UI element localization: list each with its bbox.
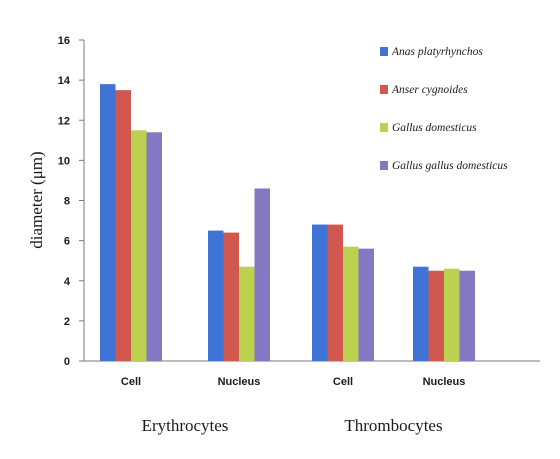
bar xyxy=(223,232,239,361)
x-tick-label: Cell xyxy=(333,376,353,388)
y-tick-label: 14 xyxy=(58,75,71,87)
legend: Anas platyrhynchos Anser cygnoides Gallus … xyxy=(380,46,508,172)
x-tick-label: Nucleus xyxy=(423,376,466,388)
bar xyxy=(115,90,131,361)
legend-swatch xyxy=(380,47,388,56)
y-tick-label: 4 xyxy=(64,276,71,288)
y-tick-label: 6 xyxy=(64,236,70,248)
y-axis-title: diameter (μm) xyxy=(27,151,46,248)
x-tick-label: Cell xyxy=(121,376,141,388)
bar xyxy=(146,132,162,361)
bar xyxy=(444,268,460,361)
legend-swatch xyxy=(380,85,388,94)
bar xyxy=(358,248,374,361)
legend-label: Gallus gallus domesticus xyxy=(392,160,508,172)
bar xyxy=(312,224,328,361)
bar xyxy=(413,266,429,361)
bars xyxy=(100,84,475,361)
x-tick-label: Nucleus xyxy=(218,376,261,388)
bar xyxy=(343,246,359,361)
legend-swatch xyxy=(380,161,388,170)
legend-label: Anser cygnoides xyxy=(391,84,468,96)
bar xyxy=(208,230,224,361)
legend-label: Anas platyrhynchos xyxy=(391,46,483,58)
bar xyxy=(327,224,343,361)
y-tick-label: 12 xyxy=(58,115,70,127)
labels: 0 2 4 6 8 10 12 14 16 diameter (μm) Cell Nucleus Cel… xyxy=(27,35,465,435)
bar xyxy=(100,84,116,361)
y-tick-label: 2 xyxy=(64,316,70,328)
legend-label: Gallus domesticus xyxy=(392,122,477,134)
y-tick-label: 10 xyxy=(58,155,70,167)
bar xyxy=(428,270,444,361)
bar xyxy=(254,188,270,361)
y-tick-label: 16 xyxy=(58,35,70,47)
bar xyxy=(239,266,255,361)
group-label: Erythrocytes xyxy=(142,416,229,435)
y-tick-label: 8 xyxy=(64,196,70,208)
bar xyxy=(459,270,475,361)
legend-swatch xyxy=(380,123,388,132)
y-tick-label: 0 xyxy=(64,356,70,368)
bar xyxy=(131,130,147,361)
group-label: Thrombocytes xyxy=(344,416,442,435)
